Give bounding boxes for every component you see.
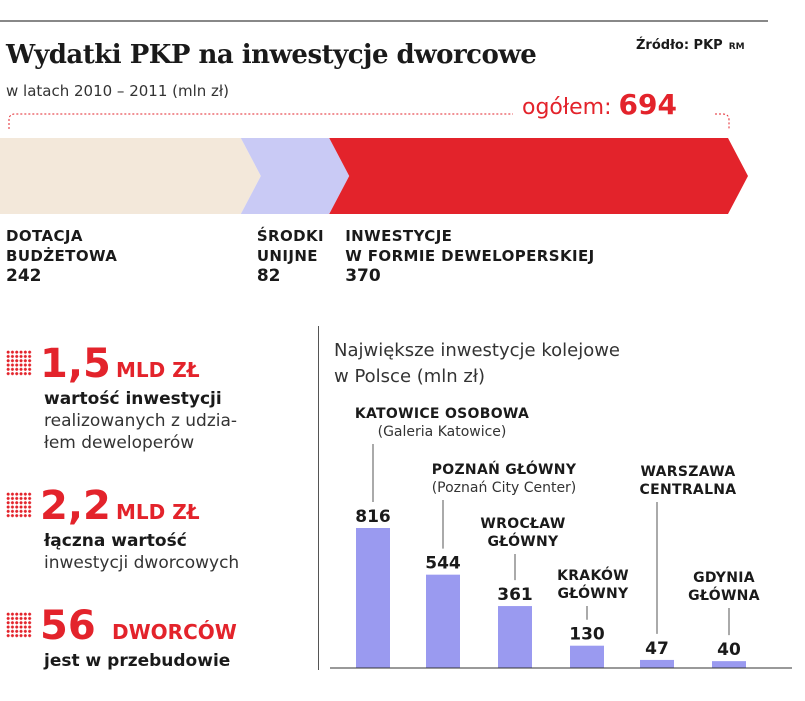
stat-number-2: 2,2 bbox=[40, 483, 111, 529]
stat-icon-3 bbox=[6, 612, 32, 638]
stat-icon-2 bbox=[6, 492, 32, 518]
stat-bold-1: wartość inwestycji bbox=[44, 389, 222, 409]
author-initials: RM bbox=[728, 42, 745, 52]
source-note: Źródło: PKP RM bbox=[636, 38, 745, 53]
right-chart-title: Największe inwestycje kolejowe w Polsce … bbox=[334, 338, 620, 390]
bar-label-2-line-1: POZNAŃ GŁÓWNY bbox=[432, 460, 577, 478]
bar-4 bbox=[570, 645, 604, 668]
segment-label-1: DOTACJA BUDŻETOWA 242 bbox=[6, 226, 117, 286]
bar-label-3-line-2: GŁÓWNY bbox=[488, 532, 560, 550]
stack-segment-2 bbox=[240, 138, 350, 214]
bar-5 bbox=[640, 659, 674, 668]
bar-6 bbox=[712, 661, 746, 668]
stacked-bar bbox=[0, 138, 748, 214]
total-bracket bbox=[8, 113, 730, 129]
stat-icon-1 bbox=[6, 350, 32, 376]
segment-value-3: 370 bbox=[345, 266, 381, 286]
bar-sublabel-2: (Poznań City Center) bbox=[432, 480, 577, 496]
bar-chart-columns: 816 544 361 130 47 40 KATOWICE OSOBOWA (Galeria… bbox=[355, 406, 760, 668]
bar-3 bbox=[498, 606, 532, 668]
bar-value-1: 816 bbox=[355, 507, 391, 527]
total-prefix: ogółem: bbox=[522, 95, 612, 120]
bar-label-4-line-1: KRAKÓW bbox=[557, 566, 629, 584]
stack-segment-1 bbox=[0, 138, 261, 214]
bar-value-3: 361 bbox=[497, 585, 533, 605]
segment-value-1: 242 bbox=[6, 266, 42, 286]
stat-text-2-line-1: inwestycji dworcowych bbox=[44, 553, 240, 573]
bar-label-6-line-2: GŁÓWNA bbox=[688, 586, 760, 604]
stat-bold-3: jest w przebudowie bbox=[44, 651, 231, 671]
segment-label-2-line-1: ŚRODKI bbox=[256, 227, 324, 245]
stat-bold-2: łączna wartość bbox=[44, 531, 187, 551]
stat-text-1-line-2: łem deweloperów bbox=[44, 433, 195, 453]
bar-label-3-line-1: WROCŁAW bbox=[480, 516, 565, 532]
segment-label-1-line-2: BUDŻETOWA bbox=[6, 247, 118, 265]
right-chart-title-line-2: w Polsce (mln zł) bbox=[334, 366, 486, 387]
segment-label-3-line-2: W FORMIE DEWELOPERSKIEJ bbox=[345, 247, 595, 265]
bar-value-2: 544 bbox=[425, 554, 461, 574]
bar-label-4-line-2: GŁÓWNY bbox=[558, 584, 630, 602]
bar-label-5-line-2: CENTRALNA bbox=[640, 482, 737, 498]
segment-label-1-line-1: DOTACJA bbox=[6, 227, 83, 245]
bar-label-1-line-1: KATOWICE OSOBOWA bbox=[355, 406, 529, 422]
segment-label-2: ŚRODKI UNIJNE 82 bbox=[257, 226, 324, 286]
bar-label-6-line-1: GDYNIA bbox=[693, 570, 755, 586]
total-value: 694 bbox=[618, 88, 677, 121]
bar-1 bbox=[356, 528, 390, 668]
bar-2 bbox=[426, 574, 460, 668]
total-label: ogółem: 694 bbox=[522, 88, 677, 121]
column-divider bbox=[318, 326, 319, 670]
source-text: Źródło: PKP bbox=[636, 38, 723, 53]
segment-label-3: INWESTYCJE W FORMIE DEWELOPERSKIEJ 370 bbox=[345, 226, 594, 286]
page-title: Wydatki PKP na inwestycje dworcowe bbox=[6, 40, 537, 70]
segment-label-3-line-1: INWESTYCJE bbox=[345, 227, 453, 245]
stat-unit-1: MLD ZŁ bbox=[116, 358, 200, 382]
stat-number-1: 1,5 bbox=[40, 341, 111, 387]
bar-value-4: 130 bbox=[569, 625, 605, 645]
stack-segment-3 bbox=[329, 138, 748, 214]
bar-label-5-line-1: WARSZAWA bbox=[641, 464, 736, 480]
right-chart-title-line-1: Największe inwestycje kolejowe bbox=[334, 340, 621, 361]
stat-unit-3: DWORCÓW bbox=[112, 620, 237, 644]
top-rule bbox=[0, 20, 768, 22]
stat-text-1-line-1: realizowanych z udzia- bbox=[44, 411, 238, 431]
stat-unit-2: MLD ZŁ bbox=[116, 500, 200, 524]
segment-value-2: 82 bbox=[256, 266, 281, 286]
bar-sublabel-1: (Galeria Katowice) bbox=[378, 424, 507, 440]
bar-value-5: 47 bbox=[645, 639, 669, 659]
page-subtitle: w latach 2010 – 2011 (mln zł) bbox=[6, 82, 230, 100]
stat-number-3: 56 bbox=[40, 603, 96, 649]
segment-label-2-line-2: UNIJNE bbox=[256, 247, 318, 265]
bar-value-6: 40 bbox=[717, 640, 741, 660]
